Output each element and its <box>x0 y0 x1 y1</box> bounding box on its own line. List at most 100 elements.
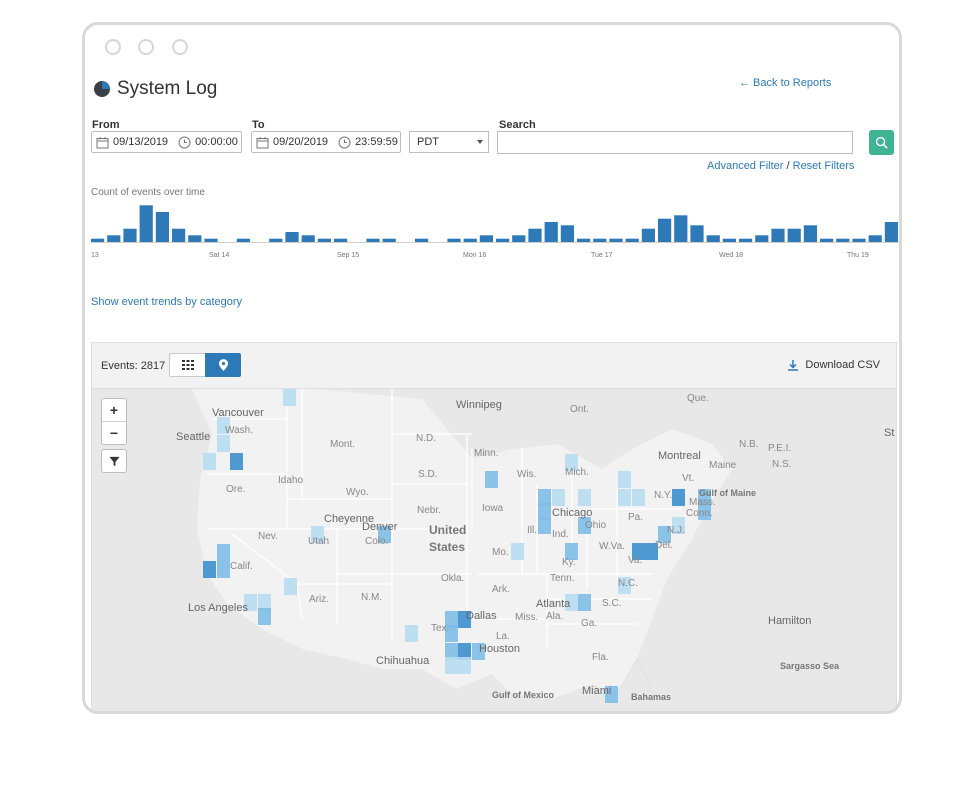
events-map[interactable]: Vancouver Seattle Wash. Ore. Idaho Mont.… <box>92 389 896 711</box>
histogram-bar <box>836 238 850 242</box>
browser-window: System Log ← Back to Reports From 09/13/… <box>82 22 902 714</box>
map-label: Conn. <box>686 508 713 519</box>
heatmap-cell <box>217 417 230 434</box>
histogram-bar <box>625 238 639 242</box>
map-label: Wis. <box>517 469 537 480</box>
histogram-bar <box>269 238 283 242</box>
show-event-trends-link[interactable]: Show event trends by category <box>91 296 243 308</box>
to-date[interactable]: 09/20/2019 <box>273 136 329 148</box>
map-label: P.E.I. <box>768 443 792 454</box>
timezone-select[interactable]: PDT <box>409 131 489 153</box>
heatmap-cell <box>311 526 324 543</box>
map-label: Bahamas <box>631 692 672 702</box>
heatmap-cell <box>203 561 216 578</box>
histogram-bar <box>722 238 736 242</box>
heatmap-cell <box>445 643 458 660</box>
histogram-bar <box>803 225 817 242</box>
map-label: Chihuahua <box>376 655 430 667</box>
map-label: Colo. <box>365 536 389 547</box>
back-to-reports-link[interactable]: ← Back to Reports <box>739 77 832 89</box>
heatmap-cell <box>618 489 631 506</box>
histogram-tick-label: Sat 14 <box>209 252 229 259</box>
clock-icon <box>178 136 191 149</box>
heatmap-cell <box>258 608 271 625</box>
search-input[interactable] <box>497 131 853 154</box>
map-label: Ark. <box>492 584 510 595</box>
map-label: Minn. <box>474 448 499 459</box>
heatmap-cell <box>538 503 551 520</box>
heatmap-cell <box>405 625 418 642</box>
histogram-bar <box>820 238 834 242</box>
map-label: N.C. <box>618 578 638 589</box>
zoom-in-button[interactable]: + <box>102 399 126 422</box>
to-label: To <box>252 119 265 131</box>
calendar-icon <box>256 136 269 149</box>
histogram-bar <box>382 238 396 242</box>
heatmap-cell <box>632 543 645 560</box>
map-label: Seattle <box>176 431 211 443</box>
map-canvas <box>92 389 732 703</box>
from-date[interactable]: 09/13/2019 <box>113 136 169 148</box>
to-datetime-field[interactable]: 09/20/2019 23:59:59 <box>251 131 401 153</box>
map-label: Okla. <box>441 573 465 584</box>
map-label: Ont. <box>570 404 589 415</box>
from-datetime-field[interactable]: 09/13/2019 00:00:00 <box>91 131 242 153</box>
histogram-bar <box>479 235 493 242</box>
heatmap-cell <box>565 454 578 471</box>
to-time[interactable]: 23:59:59 <box>355 136 398 148</box>
download-csv-button[interactable]: Download CSV <box>787 359 880 371</box>
filter-separator: / <box>786 160 790 172</box>
map-label: Cheyenne <box>324 513 375 525</box>
chart-title: Count of events over time <box>91 187 205 198</box>
map-label: Wyo. <box>346 487 369 498</box>
reset-filters-link[interactable]: Reset Filters <box>792 160 855 172</box>
histogram-bar <box>204 238 218 242</box>
heatmap-cell <box>203 453 216 470</box>
histogram-tick-label: Wed 18 <box>719 252 743 259</box>
heatmap-cells <box>203 389 711 703</box>
map-label: Mo. <box>492 547 509 558</box>
map-filter-button[interactable] <box>101 449 127 473</box>
heatmap-cell <box>284 578 297 595</box>
histogram-bar <box>236 238 250 242</box>
map-label: Dallas <box>466 610 497 622</box>
from-label: From <box>92 119 120 131</box>
search-button[interactable] <box>869 130 894 155</box>
heatmap-cell <box>552 489 565 506</box>
download-icon <box>788 360 799 371</box>
heatmap-cell <box>485 471 498 488</box>
from-time[interactable]: 00:00:00 <box>195 136 238 148</box>
map-label: N.B. <box>739 439 759 450</box>
map-label: Gulf of Mexico <box>492 690 555 700</box>
window-dot <box>138 39 154 55</box>
histogram-bar <box>868 235 882 242</box>
heatmap-cell <box>472 643 485 660</box>
histogram-tick-label: Mon 16 <box>463 252 486 259</box>
map-label: N.M. <box>361 592 383 603</box>
map-label: Mont. <box>330 439 356 450</box>
map-label: Sargasso Sea <box>780 661 840 671</box>
heatmap-cell <box>378 526 391 543</box>
histogram-bar <box>641 228 655 242</box>
histogram-bar <box>852 238 866 242</box>
histogram-bar <box>366 238 380 242</box>
heatmap-cell <box>698 489 711 506</box>
map-label: Pa. <box>628 512 644 523</box>
events-count: Events: 2817 <box>101 360 166 372</box>
histogram-bar <box>674 215 688 242</box>
page-title-text: System Log <box>117 78 218 99</box>
map-view-button[interactable] <box>205 353 241 377</box>
heatmap-cell <box>645 543 658 560</box>
zoom-out-button[interactable]: − <box>109 425 119 441</box>
histogram-bar <box>301 235 315 242</box>
histogram-bar <box>884 222 898 242</box>
search-label: Search <box>499 119 536 131</box>
advanced-filter-link[interactable]: Advanced Filter <box>707 160 784 172</box>
heatmap-cell <box>458 657 471 674</box>
histogram-bar <box>658 218 672 242</box>
map-label: La. <box>496 631 510 642</box>
map-label: Fla. <box>592 652 609 663</box>
histogram-bar <box>609 238 623 242</box>
histogram-bar <box>188 235 202 242</box>
grid-view-button[interactable] <box>169 353 205 377</box>
